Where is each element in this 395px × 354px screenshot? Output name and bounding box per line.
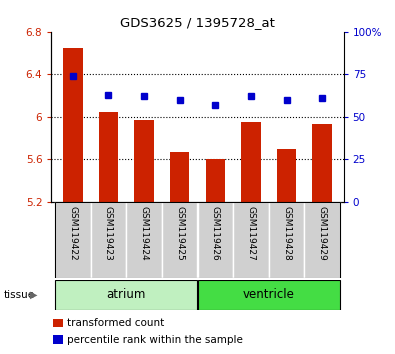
Bar <box>55 280 198 310</box>
Bar <box>312 124 332 202</box>
Bar <box>305 202 340 278</box>
Bar <box>90 202 126 278</box>
Text: GSM119429: GSM119429 <box>318 206 327 260</box>
Text: transformed count: transformed count <box>67 318 164 328</box>
Text: GSM119428: GSM119428 <box>282 206 291 260</box>
Text: GSM119422: GSM119422 <box>68 206 77 260</box>
Bar <box>162 202 198 278</box>
Title: GDS3625 / 1395728_at: GDS3625 / 1395728_at <box>120 16 275 29</box>
Bar <box>269 202 305 278</box>
Bar <box>63 48 83 202</box>
Bar <box>134 120 154 202</box>
Bar <box>205 159 225 202</box>
Text: tissue: tissue <box>4 290 35 300</box>
Bar <box>99 112 118 202</box>
Text: GSM119423: GSM119423 <box>104 206 113 260</box>
Bar <box>241 122 261 202</box>
Bar <box>55 202 90 278</box>
Text: ventricle: ventricle <box>243 288 295 301</box>
Bar <box>233 202 269 278</box>
Text: GSM119427: GSM119427 <box>246 206 256 260</box>
Text: atrium: atrium <box>107 288 146 301</box>
Text: GSM119426: GSM119426 <box>211 206 220 260</box>
Bar <box>198 280 340 310</box>
Bar <box>170 152 190 202</box>
Text: percentile rank within the sample: percentile rank within the sample <box>67 335 243 345</box>
Bar <box>198 202 233 278</box>
Text: GSM119425: GSM119425 <box>175 206 184 260</box>
Text: GSM119424: GSM119424 <box>139 206 149 260</box>
Bar <box>277 149 296 202</box>
Text: ▶: ▶ <box>30 290 37 300</box>
Bar <box>126 202 162 278</box>
